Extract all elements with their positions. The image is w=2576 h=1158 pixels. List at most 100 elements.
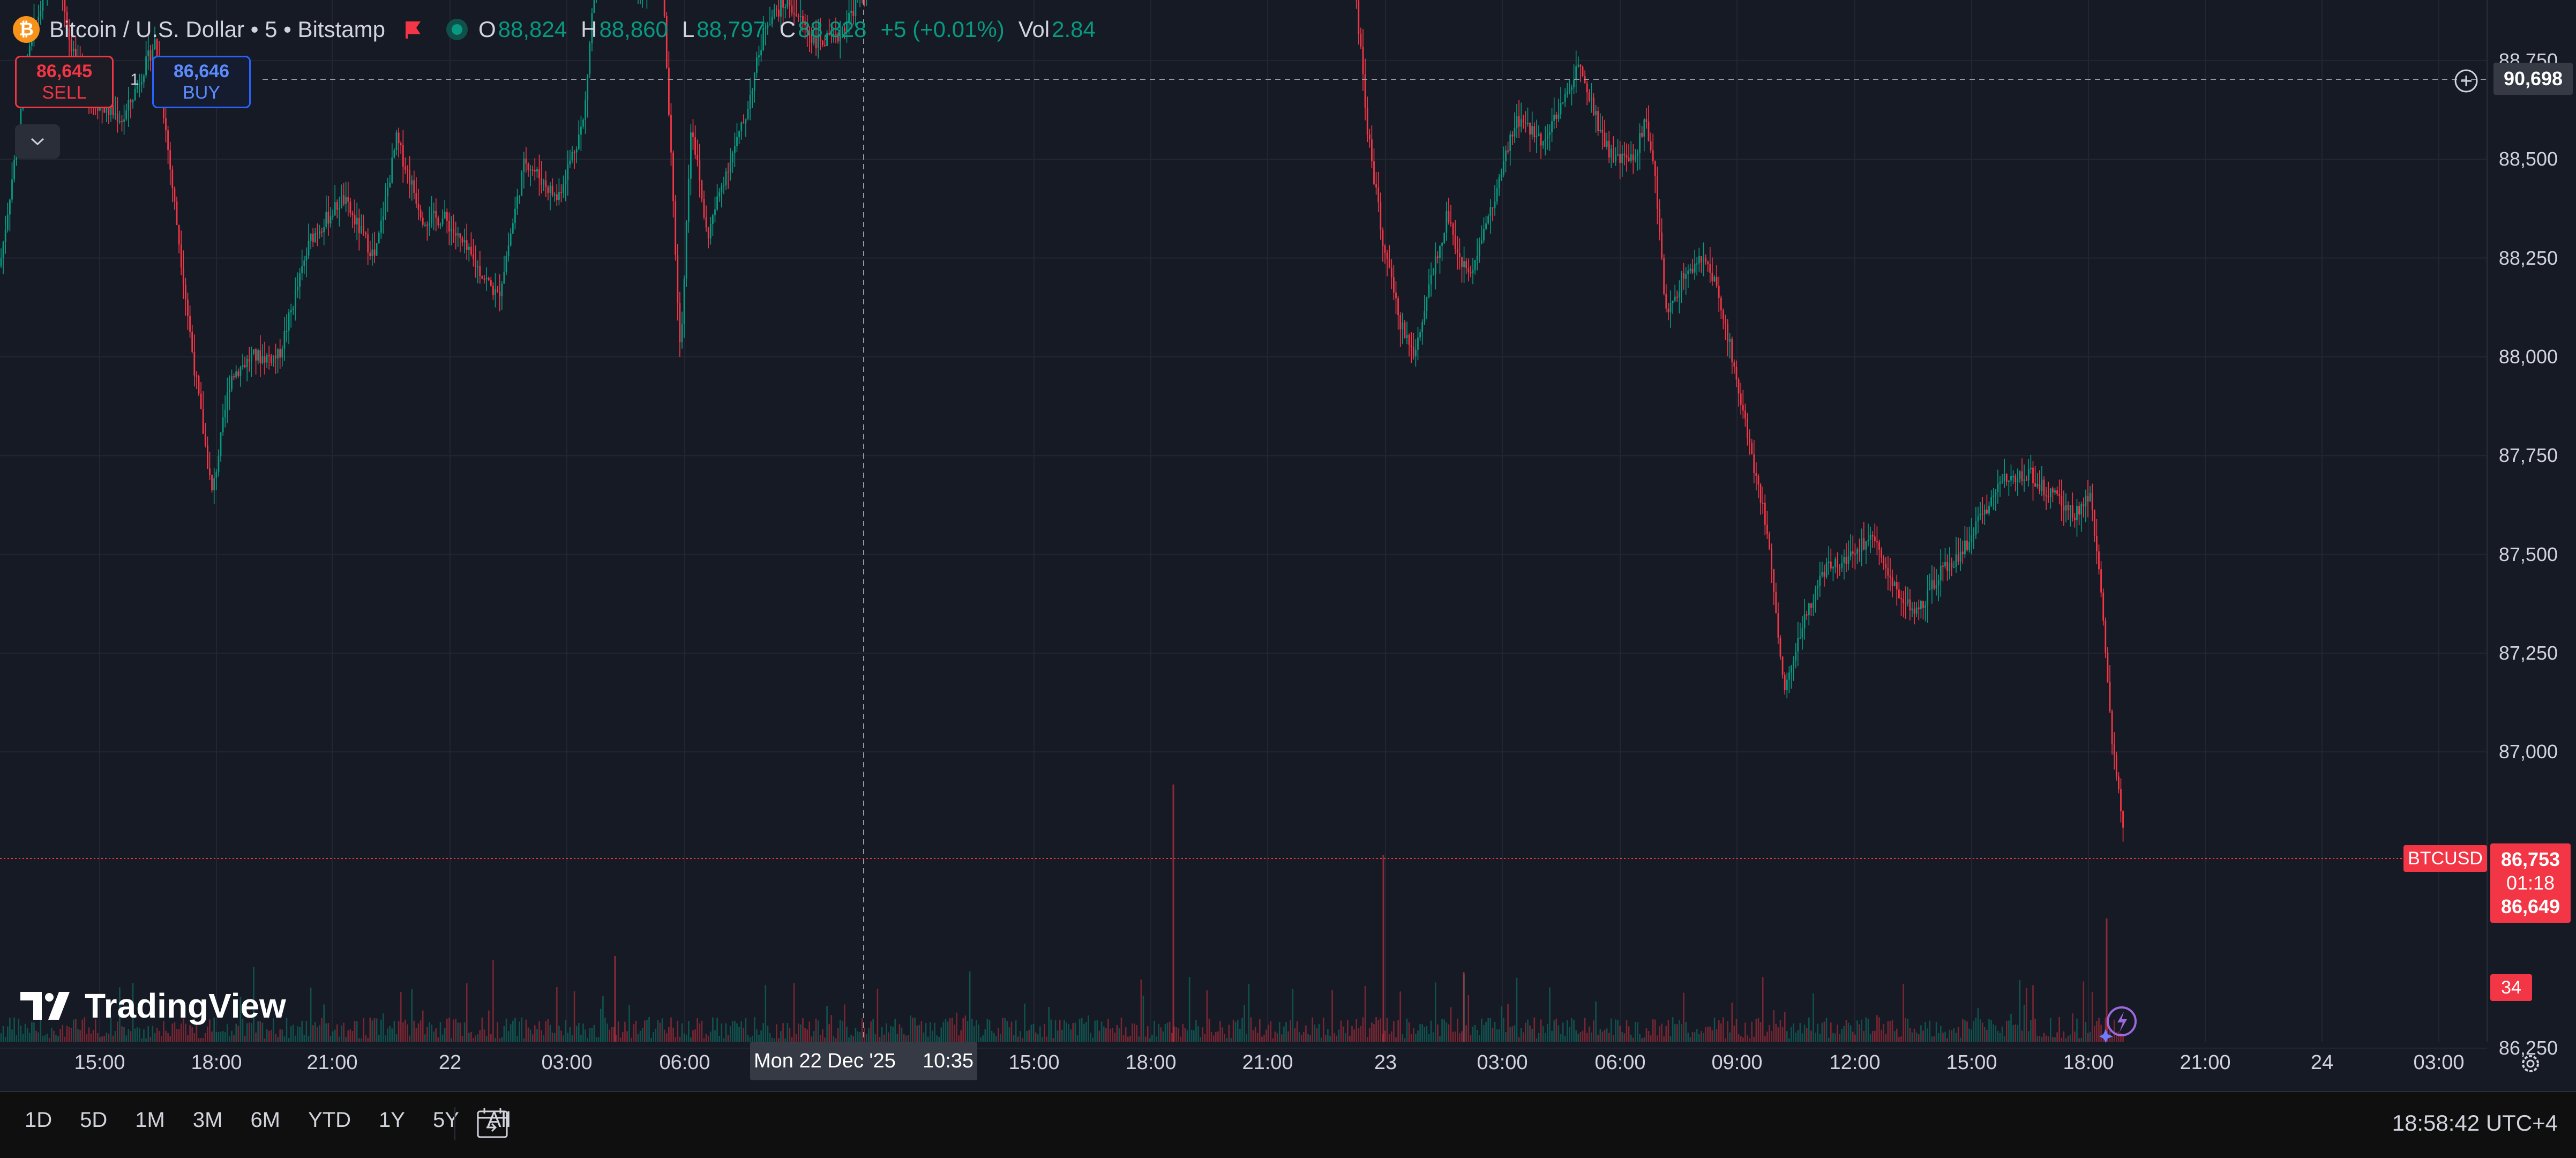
volume-bar [26, 1028, 28, 1042]
candle-body [1694, 264, 1696, 273]
candle-body [312, 233, 314, 242]
candle-body [198, 376, 200, 394]
volume-bar [560, 1030, 562, 1042]
volume-bar [2111, 1037, 2113, 1042]
candle-body [1685, 274, 1687, 279]
volume-bar [859, 1032, 861, 1042]
candle-body [751, 90, 753, 95]
time-axis-label: 18:00 [191, 1051, 242, 1074]
volume-bar [1498, 1029, 1500, 1042]
candle-body [1720, 297, 1722, 311]
candle-body [1900, 598, 1902, 600]
buy-button[interactable]: 86,646 BUY [152, 56, 251, 108]
close-key: C [779, 17, 796, 42]
range-6m-button[interactable]: 6M [250, 1108, 281, 1132]
volume-bar [2015, 1024, 2016, 1042]
candle-body [510, 233, 512, 246]
volume-bar [1140, 979, 1142, 1042]
volume-bar [868, 1028, 870, 1042]
gear-icon[interactable] [2518, 1051, 2543, 1076]
candle-body [154, 39, 156, 50]
volume-bar [890, 1026, 892, 1042]
volume-bar [567, 1033, 569, 1042]
candle-body [1674, 296, 1676, 301]
volume-bar [88, 1027, 90, 1042]
plus-circle-icon[interactable] [2452, 66, 2481, 95]
volume-bar [894, 1019, 896, 1042]
range-1d-button[interactable]: 1D [25, 1108, 53, 1132]
range-5d-button[interactable]: 5D [80, 1108, 108, 1132]
volume-bar [1232, 1019, 1234, 1042]
candle-body [193, 352, 196, 376]
volume-bar [422, 1010, 424, 1042]
volume-bar [106, 1032, 108, 1042]
volume-bar [1353, 1029, 1355, 1042]
candle-body [679, 303, 681, 342]
symbol-title[interactable]: Bitcoin / U.S. Dollar • 5 • Bitstamp [49, 17, 385, 42]
volume-bar [1156, 1036, 1157, 1042]
volume-bar [1525, 1022, 1526, 1042]
range-1m-button[interactable]: 1M [135, 1108, 165, 1132]
volume-bar [747, 1035, 749, 1042]
ai-assistant-icon[interactable] [2099, 1004, 2138, 1043]
sell-button[interactable]: 86,645 SELL [15, 56, 114, 108]
flag-icon[interactable] [405, 20, 423, 39]
volume-bar [266, 1029, 268, 1042]
volume-bar [1217, 1031, 1219, 1042]
candle-body [1689, 268, 1691, 271]
last-price-label: 86,753 01:18 86,649 [2490, 843, 2571, 923]
order-quantity[interactable]: 1 [130, 71, 139, 88]
candle-body [756, 57, 758, 73]
range-ytd-button[interactable]: YTD [308, 1108, 351, 1132]
candle-body [349, 201, 351, 213]
volume-bar [663, 1029, 665, 1042]
volume-bar [670, 1017, 672, 1042]
volume-bar [536, 1029, 538, 1042]
volume-bar [123, 1027, 125, 1042]
candle-body [330, 216, 332, 224]
candle-body [1843, 557, 1845, 563]
candle-body [417, 203, 420, 210]
volume-bar [1520, 1028, 1522, 1042]
volume-bar [1703, 1033, 1704, 1042]
range-1y-button[interactable]: 1Y [379, 1108, 405, 1132]
range-3m-button[interactable]: 3M [192, 1108, 223, 1132]
candle-body [2021, 471, 2023, 481]
candle-body [670, 115, 672, 153]
price-chart[interactable] [0, 0, 2576, 1091]
volume-bar [815, 1019, 817, 1042]
candle-body [1973, 534, 1975, 536]
volume-bar [1210, 1032, 1212, 1042]
go-to-date-icon[interactable] [475, 1106, 510, 1140]
volume-bar [1164, 1023, 1166, 1042]
volume-bar [1441, 1019, 1443, 1042]
candle-body [97, 108, 99, 111]
clock-timezone[interactable]: 18:58:42 UTC+4 [2392, 1110, 2558, 1135]
volume-bar [804, 1028, 806, 1042]
candle-body [1771, 549, 1772, 570]
volume-bar [1406, 1018, 1408, 1042]
candle-body [273, 355, 274, 363]
volume-bar [20, 1025, 22, 1042]
price-axis-label: 87,750 [2498, 444, 2558, 467]
volume-bar [1643, 1037, 1645, 1042]
volume-bar [1020, 1031, 1021, 1042]
collapse-legend-button[interactable] [15, 124, 60, 159]
candle-body [701, 180, 703, 199]
volume-bar [1483, 1025, 1485, 1042]
last-price: 86,753 [2500, 848, 2560, 870]
candle-body [1729, 339, 1731, 342]
volume-bar [2065, 1038, 2067, 1042]
volume-bar [1801, 1033, 1803, 1042]
volume-bar [481, 1017, 483, 1042]
candle-body [2085, 496, 2087, 506]
candle-body [1683, 273, 1684, 279]
market-status-icon[interactable] [446, 19, 468, 40]
candle-body [351, 213, 354, 215]
candle-body [75, 48, 77, 58]
candle-body [305, 256, 308, 261]
volume-bar [2118, 1032, 2120, 1042]
volume-bar [2041, 1036, 2043, 1042]
crosshair-price-label: 90,698 [2493, 63, 2573, 95]
volume-bar [1265, 1029, 1267, 1042]
